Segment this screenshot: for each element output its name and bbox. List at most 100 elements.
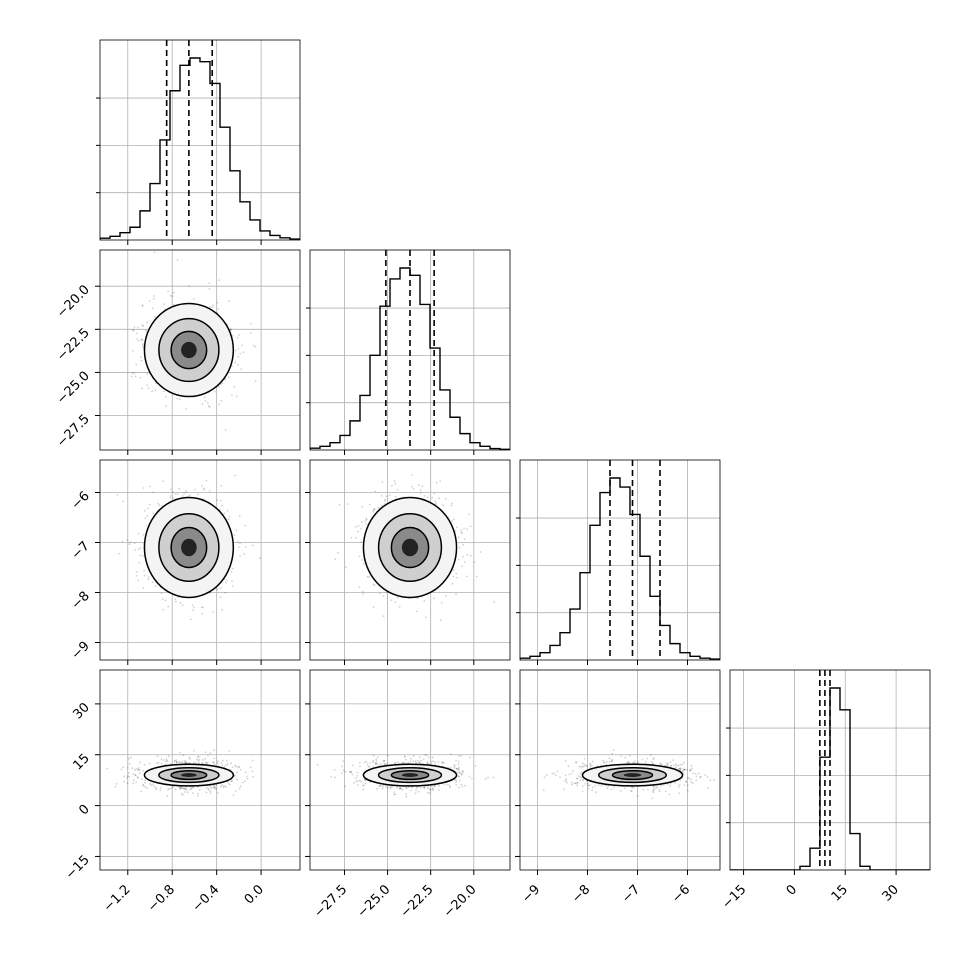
scatter-point [227,782,230,785]
scatter-point [192,297,195,300]
scatter-point [239,785,242,788]
scatter-point [433,492,436,495]
scatter-point [176,493,179,495]
scatter-point [425,616,427,619]
scatter-point [228,516,231,518]
scatter-point [216,301,219,304]
scatter-point [437,760,440,763]
density-level-3 [401,773,419,777]
scatter-point [136,332,138,335]
scatter-point [350,536,353,539]
scatter-point [154,316,156,319]
scatter-point [364,779,367,781]
scatter-point [365,523,368,525]
density-level-3 [401,538,419,557]
scatter-point [442,504,445,506]
scatter-point [344,770,347,773]
density-level-3 [181,538,197,557]
scatter-point [415,789,417,792]
scatter-point [141,339,144,342]
scatter-point [211,306,214,309]
scatter-point [559,776,561,778]
scatter-point [372,606,375,609]
scatter-point [179,752,181,754]
scatter-point [403,762,406,764]
scatter-point [493,601,496,603]
scatter-point [251,544,254,547]
scatter-point [237,540,240,543]
scatter-point [668,793,671,796]
scatter-point [602,761,605,764]
scatter-point [414,792,417,795]
scatter-point [582,778,585,781]
scatter-point [426,791,429,794]
scatter-point [423,495,426,497]
scatter-point [379,592,381,595]
scatter-point [135,768,138,770]
scatter-point [341,772,343,774]
scatter-point [142,534,145,536]
scatter-point [160,592,163,594]
scatter-point [173,760,176,763]
scatter-point [132,329,135,332]
contour-0 [143,302,235,398]
scatter-point [196,493,199,496]
scatter-point [192,792,194,795]
scatter-point [418,484,420,486]
scatter-point [575,761,578,763]
scatter-point [439,480,442,483]
scatter-point [136,776,139,779]
panel-frame [99,39,301,241]
scatter-point [375,760,378,763]
scatter-point [699,775,702,778]
scatter-point [136,777,139,779]
scatter-point [457,760,460,763]
scatter-point [240,368,243,371]
scatter-point [209,306,212,308]
scatter-point [632,761,634,764]
scatter-point [433,763,436,766]
panel-content [100,460,300,660]
scatter-point [368,765,371,768]
scatter-point [203,396,206,399]
scatter-point [435,481,438,484]
scatter-point [460,755,462,757]
scatter-point [450,502,453,505]
scatter-point [206,761,209,764]
panel-frame [99,249,301,451]
scatter-point [182,787,185,789]
scatter-point [176,259,179,262]
scatter-point [415,761,417,764]
scatter-point [409,760,412,763]
scatter-point [259,557,261,560]
scatter-point [419,756,421,759]
scatter-point [126,782,129,785]
scatter-point [230,570,233,573]
scatter-point [394,793,397,796]
scatter-point [134,549,137,551]
scatter-point [182,754,185,757]
density-level-3 [181,773,197,777]
scatter-point [608,757,611,760]
scatter-point [412,755,415,757]
scatter-point [440,601,443,604]
scatter-point [154,585,157,588]
scatter-point [127,757,130,760]
scatter-point [188,756,191,759]
scatter-point [365,760,368,763]
scatter-point [121,540,124,543]
scatter-point [346,503,349,505]
scatter-point [128,763,131,765]
scatter-point [237,363,239,366]
scatter-point [468,775,471,778]
scatter-point [449,766,452,769]
scatter-point [411,474,413,476]
contour-1 [377,767,443,784]
scatter-point [442,762,445,765]
scatter-point [426,762,429,765]
scatter-point [114,785,117,788]
scatter-point [129,756,132,759]
scatter-point [252,344,255,347]
scatter-point [460,531,463,534]
scatter-point [197,762,200,764]
